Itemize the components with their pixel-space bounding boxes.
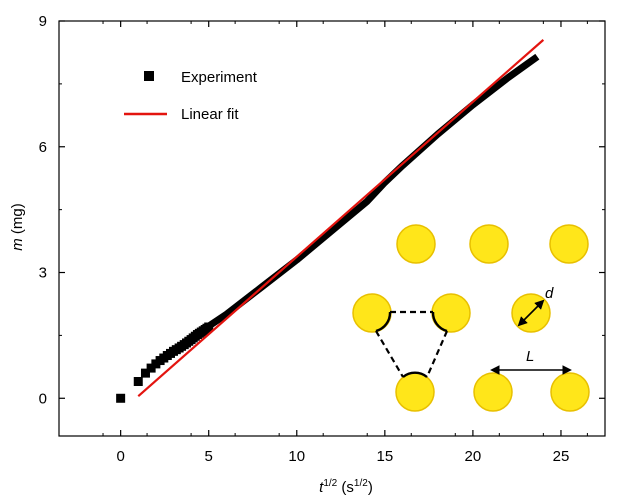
x-tick-label: 0 [116, 448, 124, 465]
linear-fit [137, 39, 545, 398]
linear-fit-line [137, 39, 545, 398]
x-axis-var: t [319, 479, 324, 496]
x-axis-unit-close: ) [368, 479, 373, 496]
x-axis-unit-open: (s [337, 479, 354, 496]
inset-circle [549, 224, 589, 264]
axes [58, 20, 606, 437]
inset-circle [396, 224, 436, 264]
y-axis-var: m [9, 238, 26, 251]
y-axis-unit: (mg) [9, 203, 26, 238]
x-axis-var-sup: 1/2 [323, 478, 337, 489]
x-axis-unit-sup: 1/2 [354, 478, 368, 489]
experiment-dense-band [203, 53, 540, 332]
experiment-point [133, 377, 143, 387]
y-axis-label: m (mg) [9, 203, 26, 251]
inset-contact-arc [431, 311, 448, 333]
inset-L-label: L [526, 348, 534, 365]
x-tick-label: 25 [553, 448, 570, 465]
inset-d-arrow [517, 299, 545, 327]
inset-circle [469, 224, 509, 264]
y-tick-label: 0 [39, 390, 47, 407]
legend-label-experiment: Experiment [181, 69, 258, 86]
plot-frame [58, 20, 606, 437]
legend-marker-experiment [144, 71, 154, 81]
x-tick-label: 20 [465, 448, 482, 465]
x-axis-label: t1/2 (s1/2) [319, 478, 373, 496]
inset-dashed-line [425, 330, 449, 378]
inset-contact-arc [375, 311, 392, 333]
experiment-points [116, 322, 214, 403]
inset-circle [395, 372, 435, 412]
inset-diagram: d L [352, 224, 590, 412]
y-tick-label: 9 [39, 13, 47, 30]
x-tick-label: 5 [205, 448, 213, 465]
y-tick-label: 3 [39, 265, 47, 282]
axis-labels: t1/2 (s1/2) m (mg) [9, 203, 373, 496]
inset-dashed-line [375, 330, 404, 378]
legend: Experiment Linear fit [124, 69, 258, 123]
experiment-point [140, 368, 150, 378]
experiment-point [116, 393, 126, 403]
inset-circle [550, 372, 590, 412]
inset-contact-arc [402, 371, 428, 378]
inset-circle [473, 372, 513, 412]
x-tick-label: 10 [288, 448, 305, 465]
experiment-point [146, 363, 156, 373]
legend-label-fit: Linear fit [181, 106, 239, 123]
experiment-point [204, 322, 214, 332]
tick-marks: 0 5 10 15 20 25 0 3 6 9 [39, 13, 605, 465]
y-tick-label: 6 [39, 139, 47, 156]
inset-d-label: d [545, 285, 554, 302]
experiment-curve [203, 53, 540, 332]
x-tick-label: 15 [376, 448, 393, 465]
